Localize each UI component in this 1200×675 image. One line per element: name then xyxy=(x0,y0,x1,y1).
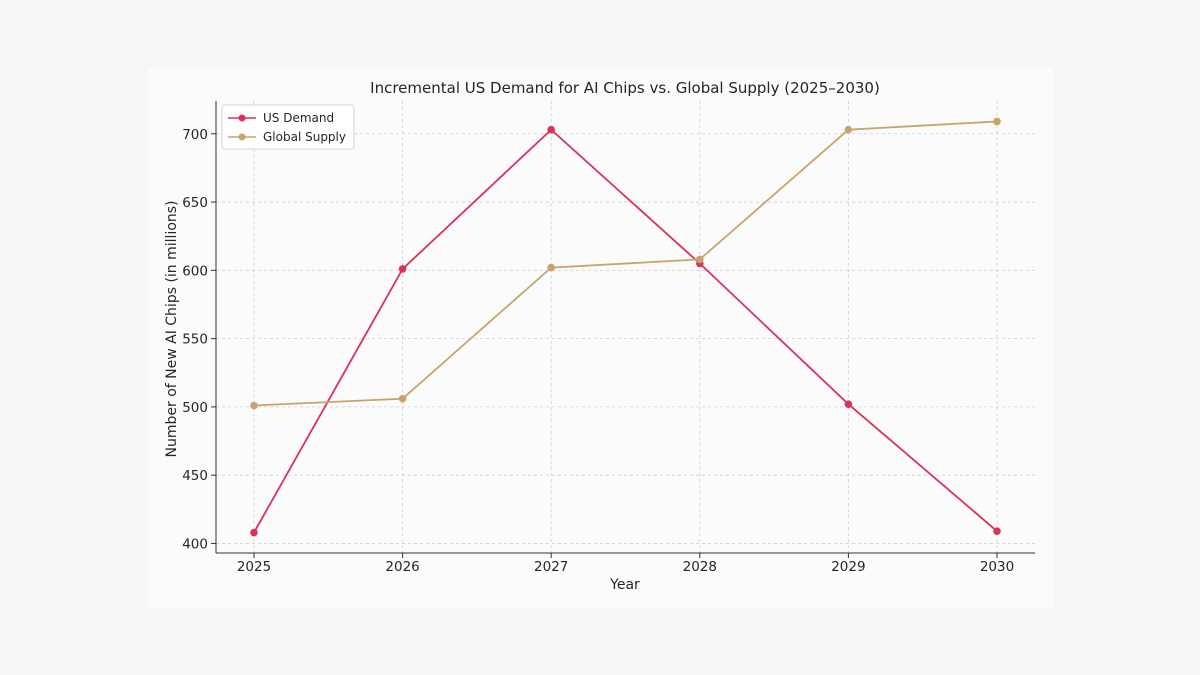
chart-title: Incremental US Demand for AI Chips vs. G… xyxy=(370,79,880,97)
data-point-global-supply xyxy=(398,394,407,403)
data-point-global-supply xyxy=(547,263,555,272)
y-tick-label: 500 xyxy=(182,400,208,416)
data-point-us-demand xyxy=(250,528,258,537)
y-tick-label: 600 xyxy=(182,263,208,279)
y-tick-label: 400 xyxy=(182,536,208,552)
x-tick-label: 2027 xyxy=(534,559,568,575)
legend-label-global-supply: Global Supply xyxy=(263,130,346,144)
series-line-us-demand xyxy=(253,128,998,533)
legend: US Demand Global Supply xyxy=(221,104,355,150)
x-tick-label: 2029 xyxy=(831,559,865,575)
y-axis-label: Number of New AI Chips (in millions) xyxy=(164,200,180,457)
data-point-us-demand xyxy=(993,527,1001,535)
grid xyxy=(216,101,1035,553)
x-tick-label: 2028 xyxy=(683,559,717,575)
x-tick-label: 2025 xyxy=(237,559,271,575)
legend-label-us-demand: US Demand xyxy=(263,111,334,125)
series-lines xyxy=(250,117,1001,537)
x-axis-label: Year xyxy=(609,577,640,593)
data-point-us-demand xyxy=(547,125,555,134)
y-tick-label: 450 xyxy=(182,468,208,484)
legend-marker-us-demand xyxy=(238,114,246,122)
legend-marker-global-supply xyxy=(238,133,246,141)
data-point-global-supply xyxy=(844,125,853,134)
x-tick-label: 2030 xyxy=(980,559,1014,575)
data-point-us-demand xyxy=(844,400,853,408)
series-line-global-supply xyxy=(253,120,998,407)
legend-box xyxy=(221,104,355,150)
y-tick-label: 550 xyxy=(182,332,208,348)
chart-figure xyxy=(148,68,1053,608)
data-point-global-supply xyxy=(993,117,1001,126)
y-tick-label: 700 xyxy=(182,127,208,143)
data-point-global-supply xyxy=(250,401,258,410)
data-point-global-supply xyxy=(696,255,704,264)
data-point-us-demand xyxy=(398,265,407,273)
y-tick-label: 650 xyxy=(182,195,208,211)
tick-labels: 2025 2026 2027 2028 2029 2030 400 450 500 550 600 6… xyxy=(182,127,1014,575)
axes xyxy=(211,101,1035,558)
x-tick-label: 2026 xyxy=(385,559,419,575)
